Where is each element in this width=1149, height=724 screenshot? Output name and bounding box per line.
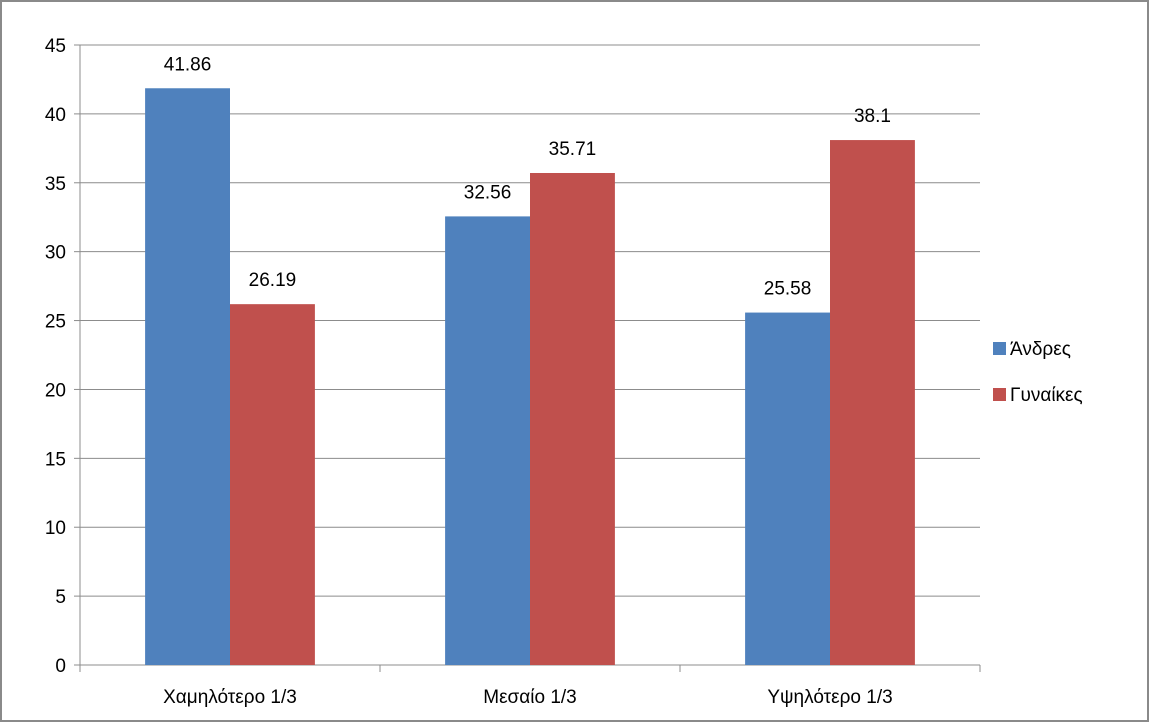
bars xyxy=(145,88,915,666)
data-label: 25.58 xyxy=(764,279,812,300)
legend-swatch xyxy=(993,388,1006,401)
bar-women-1 xyxy=(530,172,615,666)
axes: 0 5 10 15 20 25 30 35 40 45 Χαμηλότερο 1/3 Μεσαίο 1… xyxy=(45,36,981,708)
data-labels: 41.86 26.19 32.56 35.71 25.58 38.1 xyxy=(164,54,891,299)
y-tick-label: 35 xyxy=(45,174,66,195)
data-label: 32.56 xyxy=(464,182,512,203)
data-label: 41.86 xyxy=(164,54,212,75)
y-tick-label: 25 xyxy=(45,312,66,333)
x-tick-label: Μεσαίο 1/3 xyxy=(483,687,577,708)
y-tick-label: 30 xyxy=(45,243,66,264)
bar-men-0 xyxy=(145,88,230,666)
bar-women-0 xyxy=(230,304,315,665)
y-tick-label: 40 xyxy=(45,105,66,126)
legend-label: Γυναίκες xyxy=(1010,385,1083,406)
bar-women-2 xyxy=(830,140,915,666)
data-label: 35.71 xyxy=(549,139,597,160)
y-tick-label: 5 xyxy=(55,587,66,608)
legend-swatch xyxy=(993,342,1006,355)
y-tick-label: 45 xyxy=(45,36,66,57)
data-label: 26.19 xyxy=(249,270,297,291)
y-tick-label: 10 xyxy=(45,518,66,539)
bar-men-1 xyxy=(445,216,530,665)
x-tick-label: Χαμηλότερο 1/3 xyxy=(163,687,297,708)
y-tick-label: 0 xyxy=(55,656,66,677)
y-tick-label: 20 xyxy=(45,380,66,401)
bar-men-2 xyxy=(745,312,830,665)
legend: Άνδρες Γυναίκες xyxy=(993,339,1083,406)
y-tick-label: 15 xyxy=(45,449,66,470)
x-tick-label: Υψηλότερο 1/3 xyxy=(767,687,892,708)
data-label: 38.1 xyxy=(854,106,891,127)
legend-label: Άνδρες xyxy=(1010,339,1071,360)
